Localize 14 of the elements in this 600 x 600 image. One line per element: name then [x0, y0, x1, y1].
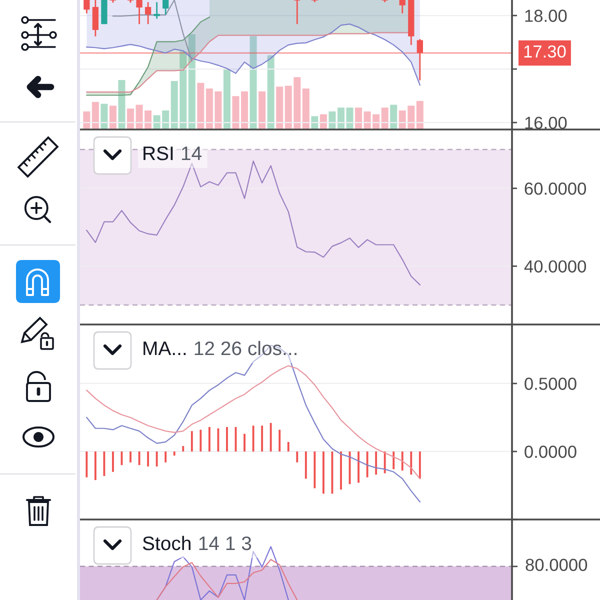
ref-line-label: 17.30: [524, 45, 566, 58]
chart-subtitle: 14 1 3: [199, 536, 252, 550]
y-tick-label: 40.0000: [524, 260, 586, 273]
y-tick-label: 0.0000: [524, 446, 576, 458]
text: RSI: [144, 146, 173, 160]
chart-title: Stoch: [142, 536, 190, 550]
y-tick-label: 0.5000: [524, 378, 576, 390]
text: 12 26 clos...: [194, 340, 296, 356]
y-tick-label: 16.00: [525, 116, 567, 130]
text: 14: [182, 146, 202, 160]
text: MA...: [144, 342, 186, 356]
y-tick-label: 60.0000: [524, 182, 586, 195]
y-tick-label: 18.00: [525, 10, 567, 22]
text: 80.0000: [526, 558, 588, 572]
